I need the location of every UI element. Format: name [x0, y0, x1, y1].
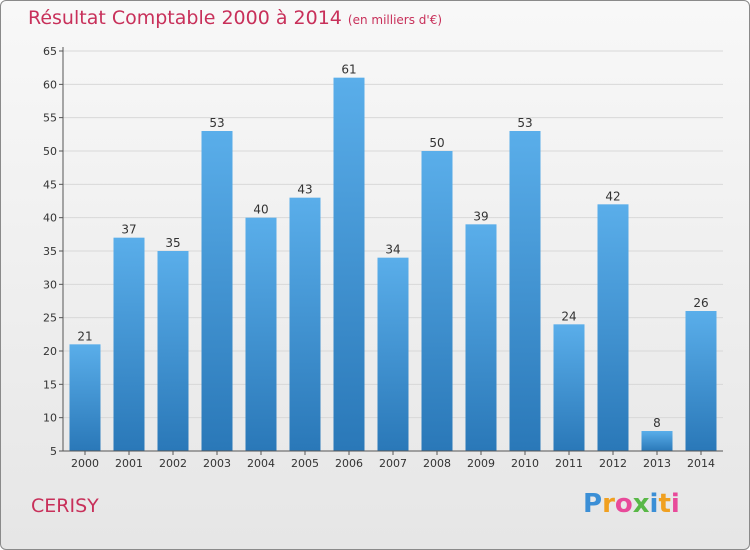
y-tick-label: 15: [43, 378, 57, 391]
data-label: 40: [253, 203, 268, 217]
x-tick-label: 2005: [291, 457, 319, 470]
data-label: 53: [209, 116, 224, 130]
x-tick-label: 2012: [599, 457, 627, 470]
bar-2002: [157, 251, 189, 451]
chart-subtitle: (en milliers d'€): [347, 13, 443, 27]
x-tick-label: 2002: [159, 457, 187, 470]
x-tick-label: 2013: [643, 457, 671, 470]
bar-2013: [641, 431, 673, 451]
x-tick-label: 2003: [203, 457, 231, 470]
bar-2000: [69, 344, 101, 451]
logo-letter: i: [649, 489, 659, 519]
logo-letter: o: [614, 489, 633, 519]
y-tick-label: 20: [43, 345, 57, 358]
y-tick-label: 30: [43, 278, 57, 291]
logo-letter: t: [658, 489, 671, 519]
bar-2014: [685, 311, 717, 451]
data-label: 50: [429, 136, 444, 150]
x-tick-label: 2004: [247, 457, 275, 470]
x-tick-label: 2014: [687, 457, 715, 470]
logo-letter: r: [602, 489, 615, 519]
x-tick-label: 2007: [379, 457, 407, 470]
y-tick-label: 60: [43, 78, 57, 91]
bar-2005: [289, 197, 321, 451]
x-tick-label: 2011: [555, 457, 583, 470]
chart-title-text: Résultat Comptable 2000 à 2014: [28, 7, 342, 29]
x-tick-label: 2010: [511, 457, 539, 470]
x-tick-label: 2006: [335, 457, 363, 470]
bar-2007: [377, 257, 409, 451]
bar-2008: [421, 151, 453, 451]
bar-2006: [333, 77, 365, 452]
data-label: 39: [473, 209, 488, 223]
bar-2010: [509, 131, 541, 451]
y-tick-label: 40: [43, 212, 57, 225]
data-label: 42: [605, 189, 620, 203]
bar-2001: [113, 237, 145, 451]
x-tick-label: 2001: [115, 457, 143, 470]
y-tick-label: 25: [43, 312, 57, 325]
y-tick-label: 35: [43, 245, 57, 258]
y-tick-label: 50: [43, 145, 57, 158]
logo-letter: x: [632, 489, 650, 519]
bar-2004: [245, 217, 277, 451]
data-label: 35: [165, 236, 180, 250]
data-label: 26: [693, 296, 708, 310]
data-label: 53: [517, 116, 532, 130]
y-tick-label: 65: [43, 45, 57, 58]
y-tick-label: 55: [43, 112, 57, 125]
data-label: 24: [561, 309, 576, 323]
x-tick-label: 2009: [467, 457, 495, 470]
data-label: 43: [297, 183, 312, 197]
logo-letter: P: [583, 489, 603, 519]
bar-2003: [201, 131, 233, 451]
proxiti-logo: Proxiti: [583, 489, 680, 519]
data-label: 37: [121, 223, 136, 237]
x-tick-label: 2000: [71, 457, 99, 470]
logo-letter: i: [670, 489, 680, 519]
bar-2011: [553, 324, 585, 451]
data-label: 8: [653, 416, 661, 430]
bar-2012: [597, 204, 629, 451]
data-label: 34: [385, 243, 400, 257]
bar-2009: [465, 224, 497, 451]
y-tick-label: 10: [43, 412, 57, 425]
y-tick-label: 45: [43, 178, 57, 191]
y-tick-label: 5: [50, 445, 57, 458]
chart-title: Résultat Comptable 2000 à 2014 (en millie…: [28, 7, 442, 29]
x-tick-label: 2008: [423, 457, 451, 470]
data-label: 21: [77, 329, 92, 343]
data-label: 61: [341, 63, 356, 77]
commune-name: CERISY: [31, 495, 99, 517]
